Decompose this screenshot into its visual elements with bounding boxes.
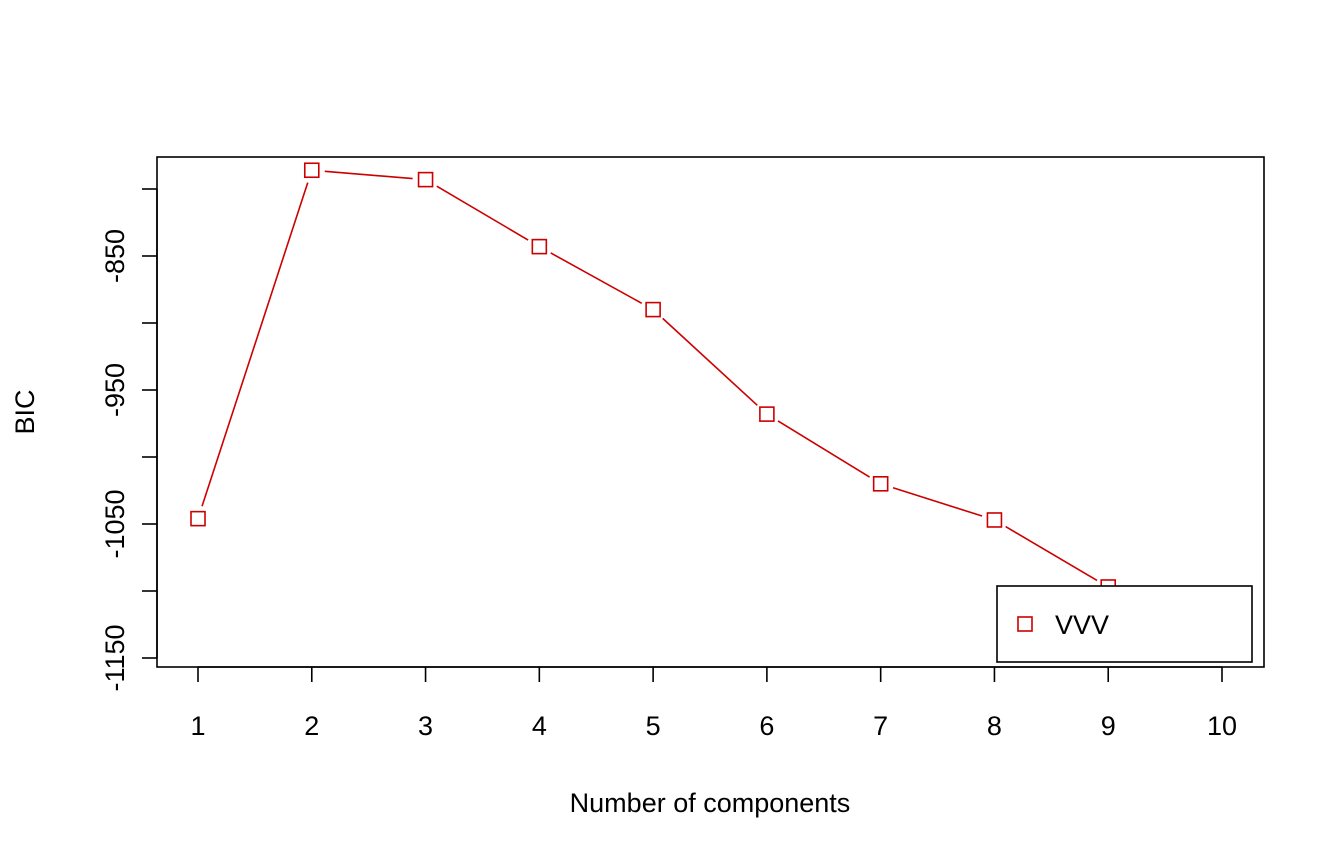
data-point — [759, 406, 775, 422]
x-tick-label: 1 — [190, 711, 205, 741]
x-tick-label: 2 — [304, 711, 319, 741]
data-point — [531, 238, 548, 255]
series-segment — [324, 170, 413, 180]
y-tick-label: -1150 — [100, 624, 130, 691]
series-segment — [777, 420, 870, 478]
y-tick-label: -850 — [100, 229, 130, 283]
data-point — [303, 162, 320, 179]
y-axis: -1150 -1050 -950 -850 — [100, 188, 158, 692]
legend-marker-vvv — [1017, 616, 1033, 632]
y-axis-label: BIC — [10, 389, 40, 434]
series-segment — [892, 486, 983, 517]
data-point — [986, 512, 1003, 528]
data-point — [190, 510, 206, 527]
x-tick-label: 4 — [532, 711, 547, 741]
x-tick-label: 6 — [759, 711, 774, 741]
legend-label-vvv: VVV — [1055, 610, 1109, 640]
y-tick-label: -1050 — [100, 489, 130, 558]
series-segment — [1005, 525, 1098, 582]
data-point — [417, 171, 434, 188]
x-axis: 1 2 3 4 5 6 7 8 9 10 — [190, 666, 1237, 741]
series-segment — [436, 185, 529, 241]
x-tick-label: 7 — [873, 711, 888, 741]
data-point — [872, 475, 889, 492]
y-tick-label: -950 — [100, 363, 130, 417]
x-tick-label: 3 — [418, 711, 433, 741]
legend: VVV — [996, 585, 1253, 663]
x-tick-label: 10 — [1207, 711, 1237, 741]
x-tick-label: 8 — [987, 711, 1002, 741]
series-segment — [201, 182, 309, 507]
x-tick-label: 5 — [646, 711, 661, 741]
series-layer — [190, 162, 1117, 595]
x-axis-label: Number of components — [570, 788, 851, 818]
data-point — [645, 301, 661, 318]
series-segment — [550, 252, 643, 305]
series-segment — [662, 317, 758, 406]
x-tick-label: 9 — [1101, 711, 1116, 741]
legend-box — [996, 585, 1253, 663]
